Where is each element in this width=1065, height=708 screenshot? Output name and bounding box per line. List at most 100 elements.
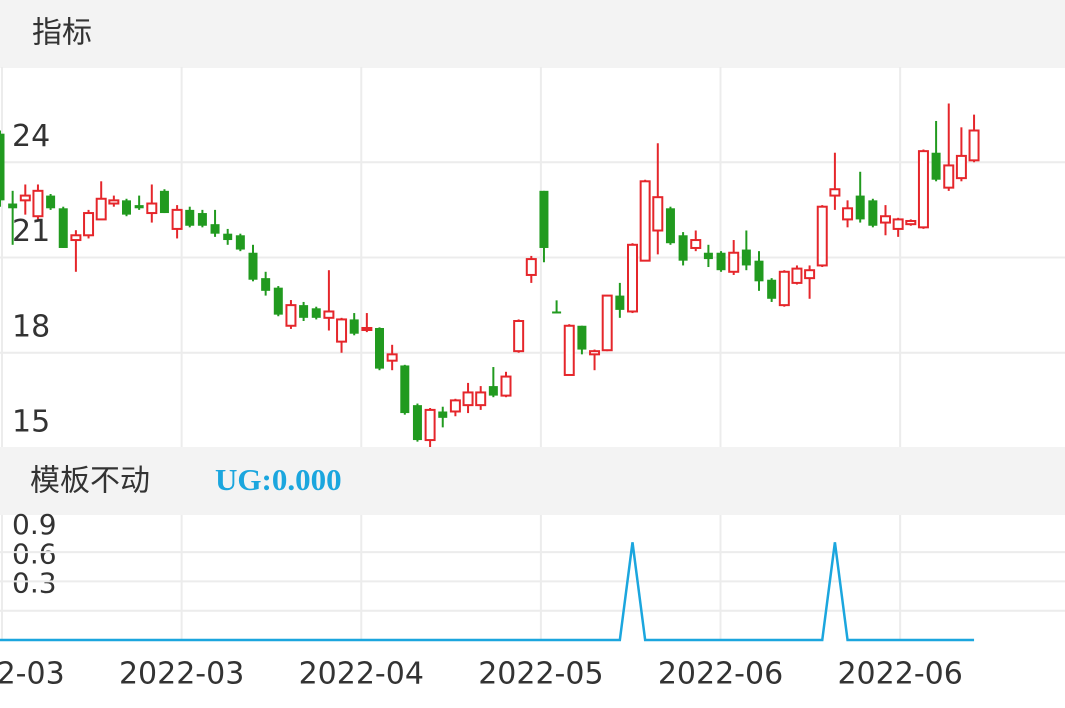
x-tick-label: 2022-03 <box>119 657 244 692</box>
y-tick-label: 18 <box>12 309 50 344</box>
candle-body <box>791 267 803 284</box>
candle-body <box>552 311 562 314</box>
candle-body <box>525 258 537 276</box>
candle-body <box>842 207 854 221</box>
candle-body <box>716 252 726 271</box>
candle-body <box>829 188 841 197</box>
candle-body <box>943 164 955 189</box>
candle-body <box>500 375 512 397</box>
candle-body <box>223 233 233 241</box>
y-tick-label: 21 <box>12 214 50 249</box>
candle-body <box>892 218 904 230</box>
candle-body <box>816 205 828 267</box>
candle-body <box>639 180 651 262</box>
candle-body <box>968 129 980 162</box>
candle-body <box>261 278 271 291</box>
candle-body <box>767 279 777 299</box>
candle-body <box>134 205 144 209</box>
indicator-line <box>0 542 975 642</box>
header-band <box>0 0 1065 68</box>
candle-body <box>931 152 941 180</box>
candle-body <box>323 310 335 319</box>
panel-title: 指标 <box>32 16 92 51</box>
candle-body <box>703 252 713 260</box>
candle-body <box>577 325 587 350</box>
candle-body <box>361 326 373 331</box>
indicator-value: UG:0.000 <box>215 462 342 497</box>
y-tick-label: 0.9 <box>12 508 57 541</box>
candle-body <box>917 150 929 229</box>
candle-body <box>778 270 790 307</box>
candle-body <box>754 260 764 282</box>
candle-body <box>424 408 436 442</box>
candle-body <box>58 208 68 248</box>
candle-body <box>19 194 31 202</box>
candle-body <box>412 405 422 441</box>
candle-body <box>95 197 107 221</box>
candle-body <box>728 251 740 273</box>
header-band <box>0 447 1065 515</box>
candle-body <box>336 318 348 343</box>
candle-panel: 15 18 21 24 <box>0 67 1065 447</box>
candle-body <box>665 208 675 244</box>
candle-body <box>273 287 283 315</box>
candle-body <box>438 411 448 418</box>
candle-body <box>32 189 44 218</box>
candle-body <box>539 190 549 248</box>
candle-body <box>868 200 878 226</box>
candle-body <box>235 235 245 250</box>
candle-body <box>108 199 120 205</box>
candle-body <box>248 252 258 280</box>
candle-body <box>804 269 816 280</box>
candle-body <box>386 353 398 362</box>
candle-body <box>311 308 321 318</box>
candle-body <box>70 234 82 242</box>
candle-body <box>955 154 967 180</box>
candle-body <box>400 365 410 414</box>
candle-body <box>741 249 751 266</box>
x-tick-label: 2022-06 <box>658 657 783 692</box>
candle-body <box>652 196 664 232</box>
y-tick-label: 15 <box>12 405 50 440</box>
candle-body <box>449 399 461 413</box>
candle-body <box>349 319 359 334</box>
x-tick-label: 2022-05 <box>478 657 603 692</box>
y-tick-label: 0.6 <box>12 537 57 570</box>
x-tick-label: 2022-04 <box>299 657 424 692</box>
candle-body <box>0 133 5 201</box>
candle-body <box>83 212 95 237</box>
candle-body <box>46 195 56 209</box>
x-tick-label: 2022-06 <box>837 657 962 692</box>
indicator-panel: 0.30.60.9 <box>0 508 1065 642</box>
candle-body <box>299 305 309 318</box>
candle-body <box>855 195 865 220</box>
candle-body <box>185 209 195 226</box>
candle-body <box>615 295 625 310</box>
x-axis: 2022-03 2022-03 2022-04 2022-05 2022-06 2022-… <box>0 657 963 692</box>
candle-body <box>197 213 207 226</box>
candle-body <box>210 224 220 234</box>
candle-body <box>905 219 917 226</box>
y-tick-label: 24 <box>12 119 50 154</box>
candle-body <box>159 190 169 214</box>
candle-body <box>146 202 158 215</box>
candle-body <box>678 235 688 261</box>
candle-body <box>627 243 638 313</box>
panel-title: 模板不动 <box>30 464 150 499</box>
candle-body <box>462 391 474 407</box>
candle-body <box>475 391 487 407</box>
candle-body <box>513 320 525 353</box>
candle-body <box>8 203 18 209</box>
candle-body <box>375 327 384 369</box>
candle-body <box>880 215 891 224</box>
candle-body <box>171 208 183 230</box>
candle-body <box>488 386 498 396</box>
x-tick-label: 2022-03 <box>0 657 65 692</box>
candle-body <box>563 324 575 376</box>
candle-body <box>690 239 702 249</box>
candle-body <box>122 200 131 215</box>
candle-body <box>601 294 613 352</box>
y-tick-label: 0.3 <box>12 567 57 600</box>
candle-body <box>589 350 601 356</box>
